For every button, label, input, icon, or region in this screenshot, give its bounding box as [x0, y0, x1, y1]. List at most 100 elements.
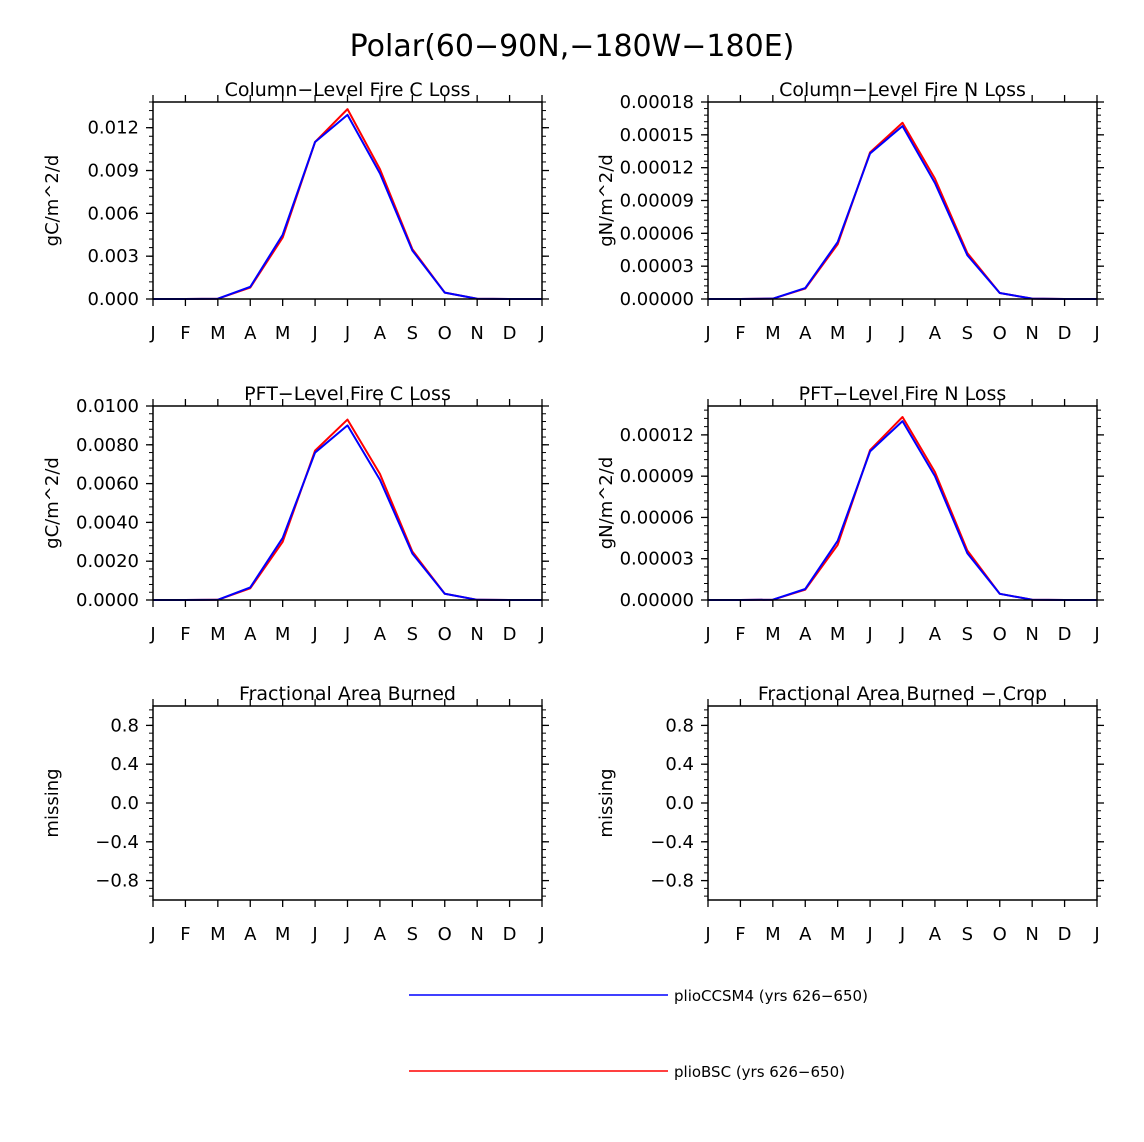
chart-panel-3: J F M A M J J A S O N D J0.000000.000030.000060.0000… — [596, 383, 1104, 645]
x-tick-label: J — [344, 323, 350, 344]
x-tick-label: D — [1058, 323, 1072, 344]
x-tick-label: D — [1058, 924, 1072, 945]
y-tick-label: 0.0060 — [76, 474, 139, 495]
x-tick-label: D — [503, 924, 517, 945]
x-tick-label: O — [438, 624, 452, 645]
x-tick-label: S — [407, 924, 418, 945]
y-tick-label: 0.00009 — [620, 191, 694, 212]
panel-title: PFT−Level Fire C Loss — [244, 383, 451, 405]
y-tick-label: 0.00003 — [620, 256, 694, 277]
y-tick-label: 0.0040 — [76, 512, 139, 533]
x-tick-label: M — [765, 323, 781, 344]
x-tick-label: A — [929, 323, 942, 344]
y-axis-label: gN/m^2/d — [596, 154, 617, 247]
x-tick-label: M — [830, 323, 846, 344]
x-tick-label: O — [438, 924, 452, 945]
x-tick-label: D — [503, 624, 517, 645]
x-tick-label: J — [899, 924, 905, 945]
y-tick-label: 0.00018 — [620, 92, 694, 113]
x-tick-label: M — [275, 323, 291, 344]
x-tick-label: O — [993, 624, 1007, 645]
x-tick-label: A — [799, 323, 812, 344]
y-tick-label: −0.4 — [650, 832, 694, 853]
x-tick-label: N — [1025, 924, 1038, 945]
y-tick-label: 0.00006 — [620, 507, 694, 528]
y-tick-label: 0.00000 — [620, 590, 694, 611]
y-tick-label: −0.8 — [95, 871, 139, 892]
y-tick-label: 0.4 — [110, 754, 139, 775]
chart-panel-0: J F M A M J J A S O N D J0.0000.0030.0060.0090.012Co… — [42, 79, 549, 344]
y-tick-label: 0.00009 — [620, 466, 694, 487]
x-tick-label: N — [470, 323, 483, 344]
x-tick-label: J — [866, 323, 872, 344]
y-tick-label: 0.0100 — [76, 396, 139, 417]
x-tick-label: F — [180, 924, 190, 945]
x-tick-label: S — [407, 624, 418, 645]
y-tick-label: 0.00003 — [620, 549, 694, 570]
chart-panel-5: J F M A M J J A S O N D J−0.8−0.40.00.40.8Fractional… — [596, 683, 1104, 945]
x-tick-label: D — [1058, 624, 1072, 645]
x-tick-label: J — [1093, 624, 1099, 645]
panel-title: Fractional Area Burned − Crop — [758, 683, 1047, 705]
y-tick-label: −0.8 — [650, 871, 694, 892]
chart-panel-4: J F M A M J J A S O N D J−0.8−0.40.00.40.8Fractional… — [42, 683, 549, 945]
x-tick-label: J — [704, 624, 710, 645]
panel-title: Fractional Area Burned — [239, 683, 456, 705]
x-tick-label: A — [929, 924, 942, 945]
y-tick-label: 0.0080 — [76, 435, 139, 456]
y-tick-label: 0.0000 — [76, 590, 139, 611]
x-tick-label: A — [374, 624, 387, 645]
legend: plioCCSM4 (yrs 626−650) plioBSC (yrs 626−… — [409, 987, 868, 1081]
y-tick-label: 0.00015 — [620, 125, 694, 146]
panels: J F M A M J J A S O N D J0.0000.0030.0060.0090.012Co… — [42, 79, 1104, 945]
x-tick-label: S — [962, 323, 973, 344]
x-tick-label: J — [311, 624, 317, 645]
y-tick-label: 0.000 — [87, 289, 139, 310]
x-tick-label: J — [311, 323, 317, 344]
y-axis-label: gN/m^2/d — [596, 457, 617, 550]
x-tick-label: S — [962, 924, 973, 945]
x-tick-label: F — [180, 624, 190, 645]
y-tick-label: 0.4 — [665, 754, 694, 775]
x-tick-label: J — [149, 624, 155, 645]
x-tick-label: J — [704, 323, 710, 344]
y-tick-label: 0.003 — [87, 246, 139, 267]
x-tick-label: N — [470, 924, 483, 945]
x-tick-label: J — [1093, 924, 1099, 945]
x-tick-label: D — [503, 323, 517, 344]
x-tick-label: M — [765, 624, 781, 645]
x-tick-label: M — [210, 624, 226, 645]
y-axis-label: missing — [596, 768, 617, 837]
y-tick-label: 0.006 — [87, 203, 139, 224]
x-tick-label: N — [470, 624, 483, 645]
legend-entry-0: plioCCSM4 (yrs 626−650) — [409, 987, 868, 1005]
x-tick-label: M — [275, 924, 291, 945]
y-tick-label: 0.012 — [87, 118, 139, 139]
chart-panel-1: J F M A M J J A S O N D J0.000000.000030.000060.0000… — [596, 79, 1104, 344]
x-tick-label: J — [899, 624, 905, 645]
legend-entry-1: plioBSC (yrs 626−650) — [409, 1063, 845, 1081]
y-tick-label: 0.0020 — [76, 551, 139, 572]
y-axis-label: missing — [42, 768, 63, 837]
x-tick-label: A — [799, 624, 812, 645]
y-tick-label: 0.00012 — [620, 425, 694, 446]
x-tick-label: S — [962, 624, 973, 645]
x-tick-label: A — [244, 924, 257, 945]
y-tick-label: 0.0 — [665, 793, 694, 814]
chart-panel-2: J F M A M J J A S O N D J0.00000.00200.00400.00600.0… — [42, 383, 549, 645]
x-tick-label: F — [180, 323, 190, 344]
x-tick-label: M — [210, 924, 226, 945]
x-tick-label: A — [374, 323, 387, 344]
x-tick-label: J — [344, 924, 350, 945]
x-tick-label: S — [407, 323, 418, 344]
x-tick-label: J — [149, 323, 155, 344]
figure-title: Polar(60−90N,−180W−180E) — [350, 29, 795, 64]
x-tick-label: J — [1093, 323, 1099, 344]
y-tick-label: 0.00000 — [620, 289, 694, 310]
x-tick-label: A — [374, 924, 387, 945]
x-tick-label: N — [1025, 323, 1038, 344]
x-tick-label: J — [538, 924, 544, 945]
x-tick-label: N — [1025, 624, 1038, 645]
